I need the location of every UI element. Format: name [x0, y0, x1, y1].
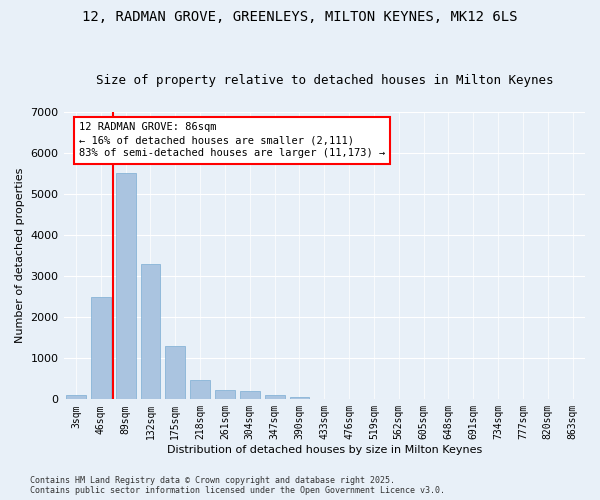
- Bar: [116, 174, 136, 400]
- Bar: [166, 346, 185, 400]
- Bar: [190, 380, 210, 400]
- Bar: [265, 395, 284, 400]
- Bar: [66, 395, 86, 400]
- Y-axis label: Number of detached properties: Number of detached properties: [15, 168, 25, 343]
- Bar: [215, 390, 235, 400]
- Title: Size of property relative to detached houses in Milton Keynes: Size of property relative to detached ho…: [95, 74, 553, 87]
- Text: 12, RADMAN GROVE, GREENLEYS, MILTON KEYNES, MK12 6LS: 12, RADMAN GROVE, GREENLEYS, MILTON KEYN…: [82, 10, 518, 24]
- Text: 12 RADMAN GROVE: 86sqm
← 16% of detached houses are smaller (2,111)
83% of semi-: 12 RADMAN GROVE: 86sqm ← 16% of detached…: [79, 122, 385, 158]
- Bar: [91, 296, 111, 400]
- X-axis label: Distribution of detached houses by size in Milton Keynes: Distribution of detached houses by size …: [167, 445, 482, 455]
- Text: Contains HM Land Registry data © Crown copyright and database right 2025.
Contai: Contains HM Land Registry data © Crown c…: [30, 476, 445, 495]
- Bar: [140, 264, 160, 400]
- Bar: [240, 390, 260, 400]
- Bar: [290, 397, 310, 400]
